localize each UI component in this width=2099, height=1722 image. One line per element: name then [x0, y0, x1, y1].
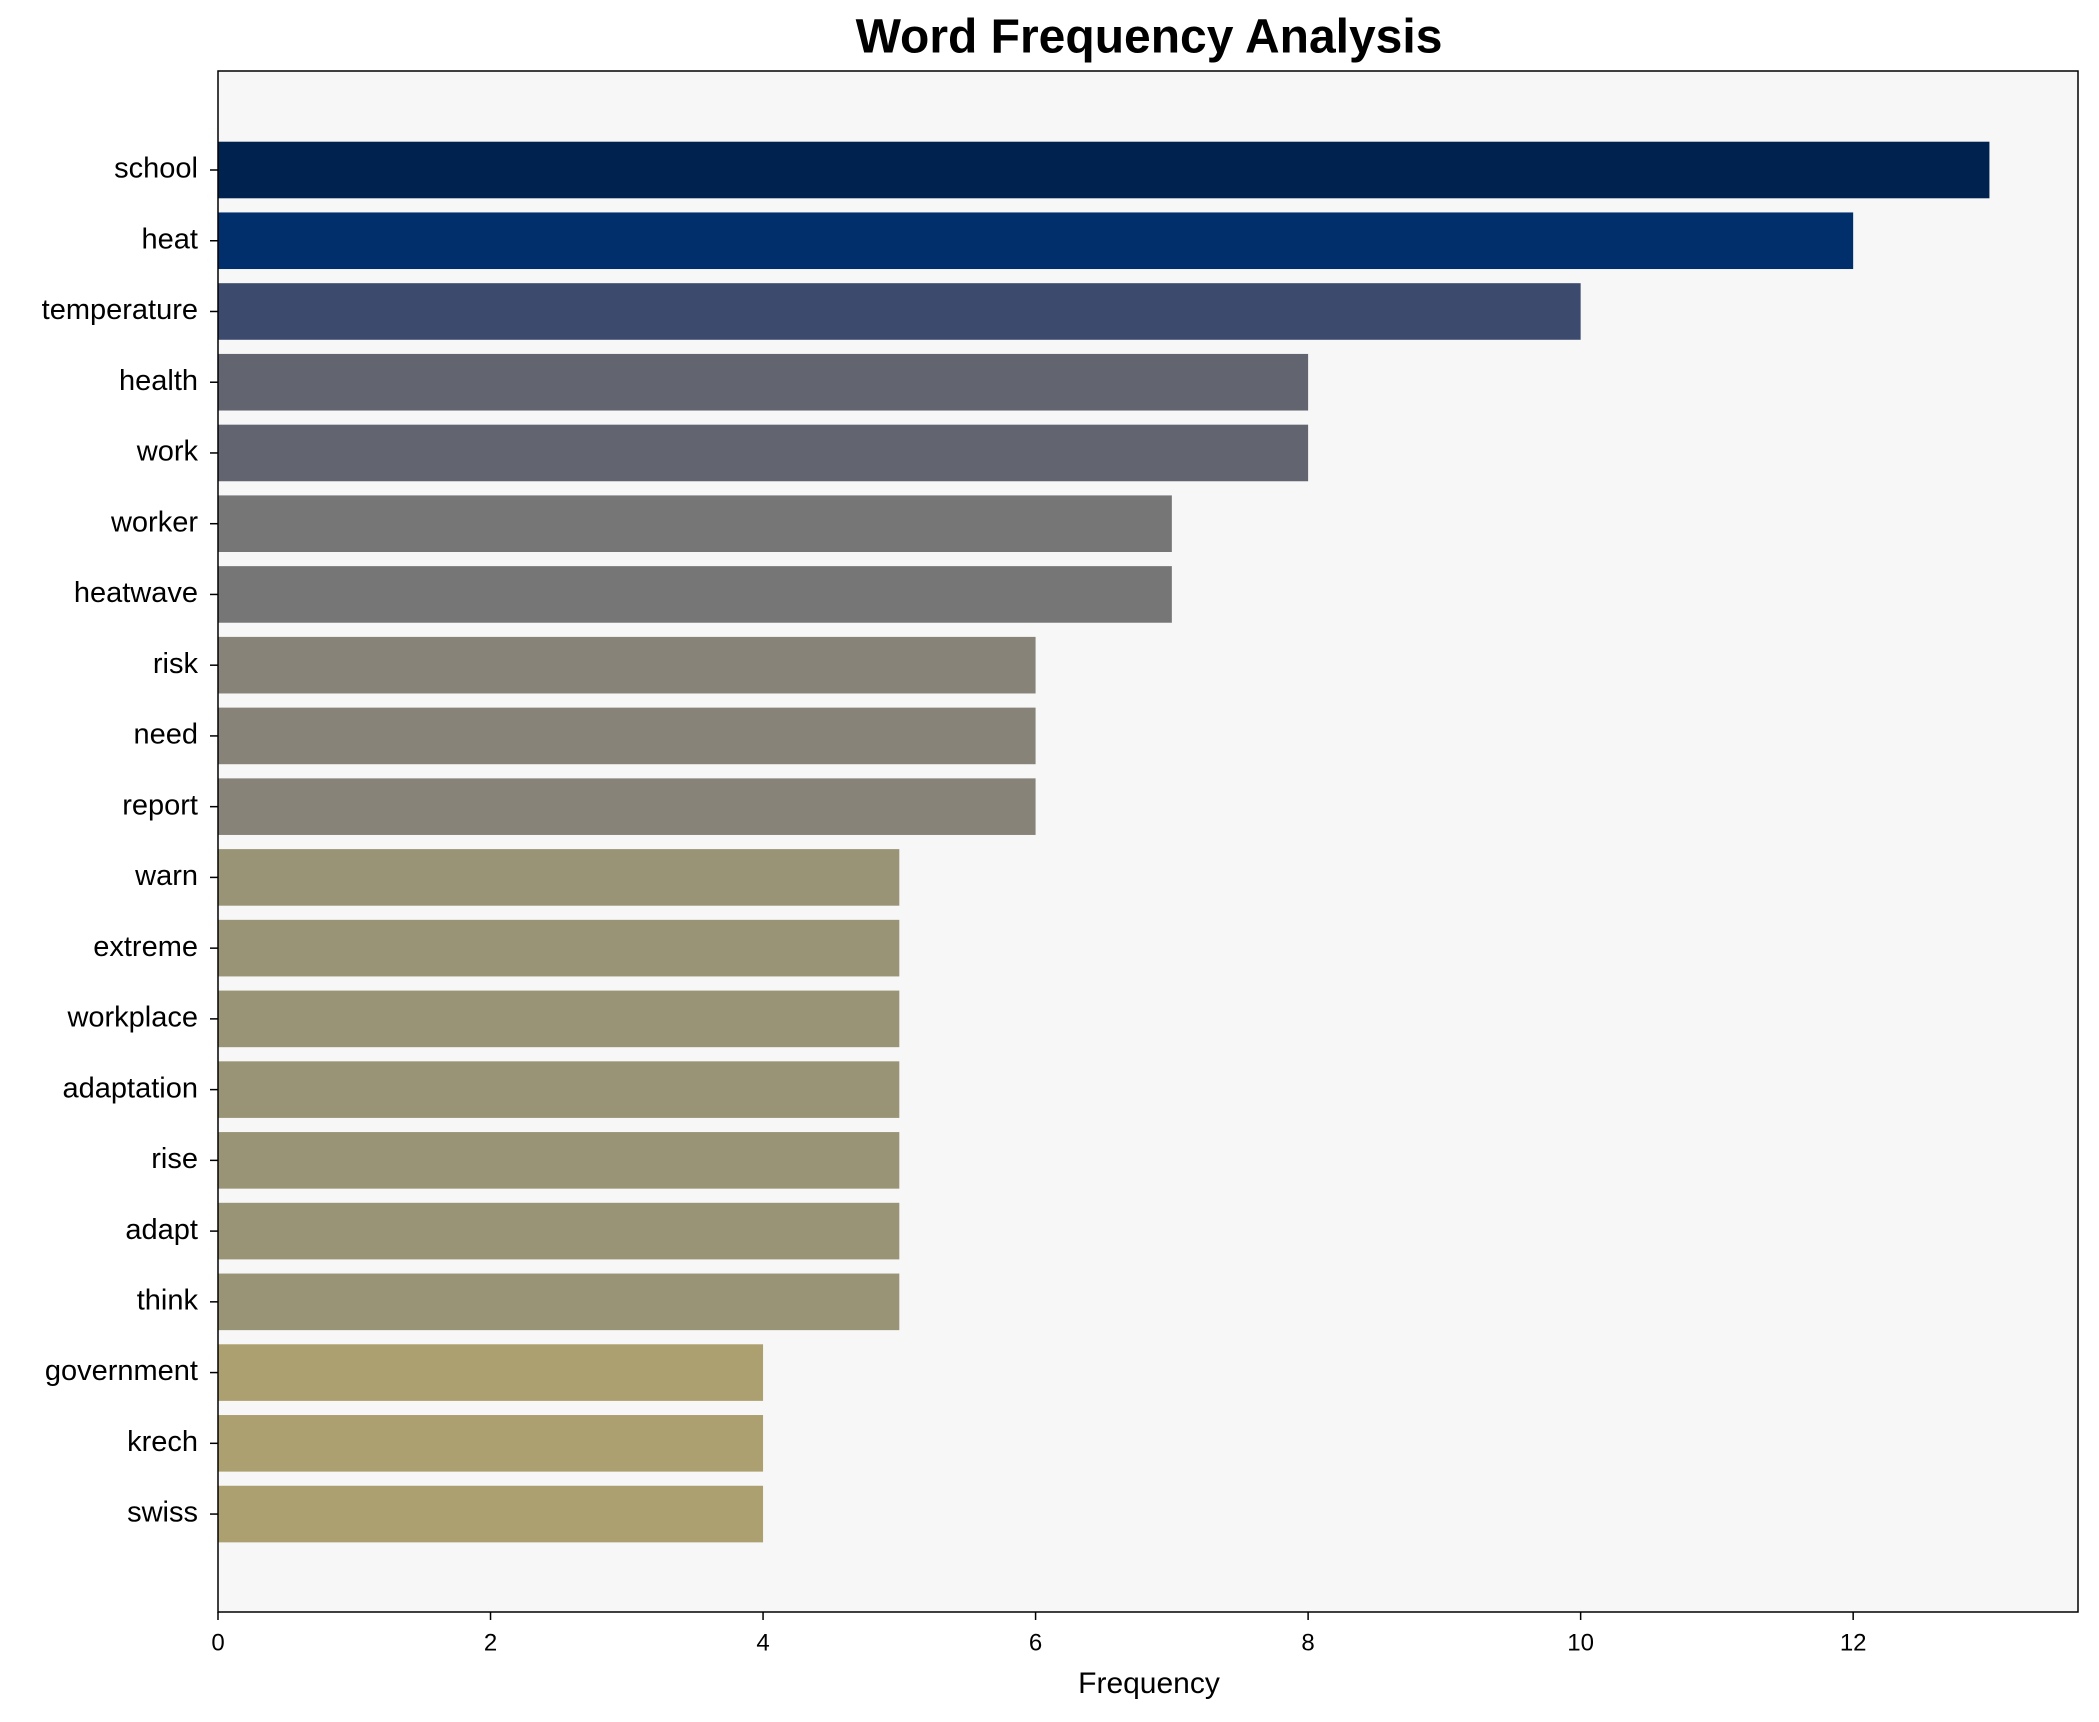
x-tick-label: 0 — [211, 1629, 224, 1656]
y-tick-label: heat — [142, 223, 198, 255]
y-tick-label: swiss — [127, 1497, 198, 1529]
x-tick-label: 8 — [1301, 1629, 1314, 1656]
x-tick-label: 12 — [1840, 1629, 1867, 1656]
x-axis-label: Frequency — [1078, 1667, 1220, 1700]
plot-frame — [217, 70, 2079, 1613]
bar — [218, 141, 1990, 199]
y-tick-label: warn — [134, 860, 198, 892]
bar — [218, 353, 1309, 411]
y-tick-label: workplace — [66, 1002, 198, 1034]
y-tick-label: rise — [151, 1143, 198, 1175]
x-tick-label: 6 — [1029, 1629, 1042, 1656]
y-tick-label: health — [119, 365, 198, 397]
bar — [218, 1344, 764, 1401]
chart-title: Word Frequency Analysis — [856, 11, 1443, 64]
bar — [218, 636, 1036, 694]
y-tick-label: need — [133, 719, 198, 751]
bar — [218, 1202, 900, 1260]
y-tick-label: temperature — [42, 294, 198, 326]
bar — [218, 707, 1036, 765]
bar — [218, 566, 1172, 623]
bar — [218, 849, 900, 906]
bar — [218, 990, 900, 1048]
y-tick-label: think — [137, 1284, 199, 1316]
bar — [218, 778, 1036, 835]
y-tick-label: krech — [127, 1426, 198, 1458]
y-tick-label: adaptation — [63, 1072, 198, 1104]
bar — [218, 1061, 900, 1118]
bar — [218, 1132, 900, 1189]
bar — [218, 919, 900, 977]
y-tick-label: extreme — [93, 931, 198, 963]
y-tick-label: work — [136, 436, 199, 468]
y-tick-label: worker — [110, 506, 198, 538]
x-tick-label: 10 — [1567, 1629, 1594, 1656]
bar — [218, 283, 1581, 340]
bar — [218, 1273, 900, 1331]
bar — [218, 495, 1172, 552]
y-tick-label: school — [114, 153, 198, 185]
bar — [218, 424, 1309, 482]
y-tick-label: government — [45, 1355, 198, 1387]
x-tick-label: 4 — [756, 1629, 769, 1656]
y-tick-label: risk — [153, 648, 199, 680]
bar — [218, 1415, 764, 1472]
y-tick-label: adapt — [125, 1214, 198, 1246]
x-tick-label: 2 — [484, 1629, 497, 1656]
y-tick-label: report — [122, 789, 198, 821]
bar — [218, 212, 1854, 270]
bar — [218, 1485, 764, 1543]
y-tick-label: heatwave — [74, 577, 198, 609]
